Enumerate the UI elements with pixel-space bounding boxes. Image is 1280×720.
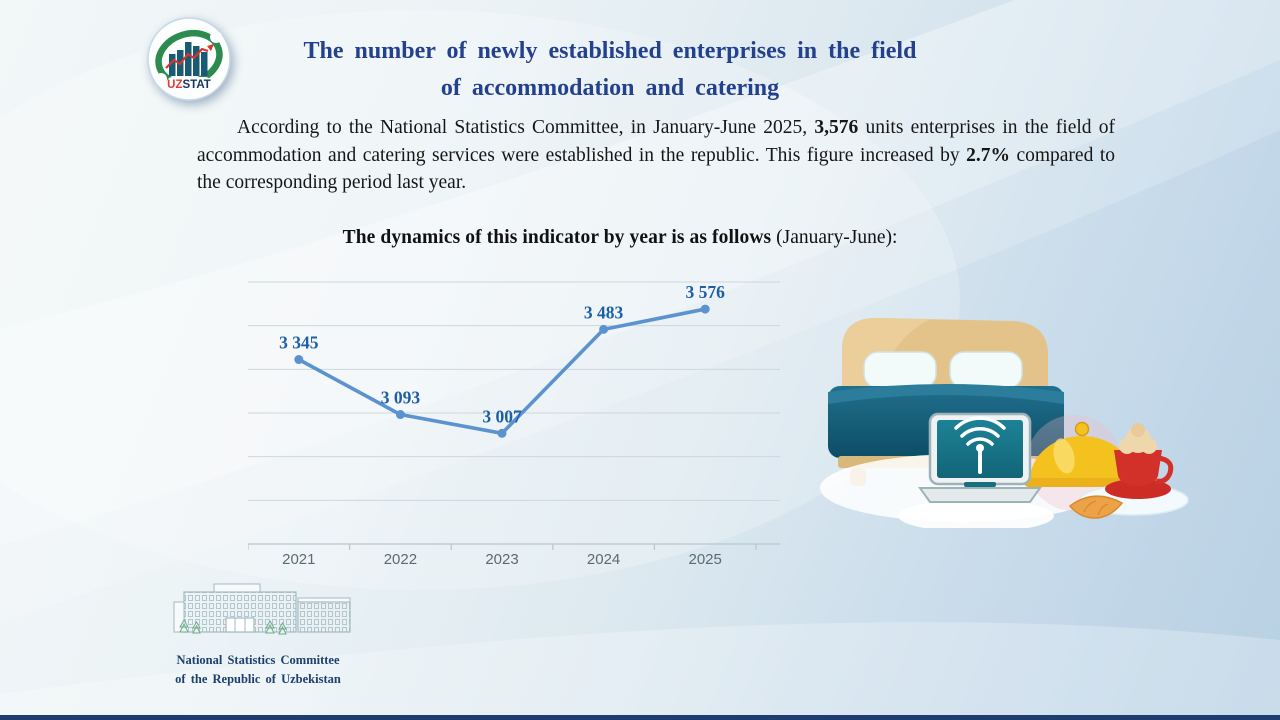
x-axis-label-2024: 2024: [587, 551, 620, 568]
intro-paragraph: According to the National Statistics Com…: [197, 114, 1115, 197]
x-axis-label-2022: 2022: [384, 551, 417, 568]
trees: [179, 618, 287, 635]
pillow: [949, 351, 1023, 389]
dynamics-line-chart: 3 345 2021 3 093 2022 3 007 2023 3 483 2024 3 57…: [248, 281, 780, 568]
growth-percent-value: 2.7%: [966, 144, 1010, 166]
x-axis-label-2025: 2025: [689, 551, 722, 568]
committee-name: National Statistics Committee of the Rep…: [150, 651, 366, 689]
data-point-2022: [395, 410, 405, 420]
swoosh-gap: [155, 73, 167, 85]
coffee-and-croissant-illustration: [1068, 423, 1189, 519]
uzstat-logo: UZSTAT: [147, 17, 231, 101]
statistics-committee-building-illustration: [173, 583, 351, 635]
bottom-navy-bar: [0, 715, 1280, 720]
page-title-line2: of accommodation and catering: [440, 75, 780, 101]
accommodation-catering-illustration: [820, 318, 1189, 528]
whipped-cream: [1119, 423, 1157, 454]
data-point-2025: [700, 304, 710, 314]
data-point-2021: [294, 355, 304, 365]
intro-text: units enterprises in the field of accomm…: [197, 117, 1115, 166]
wifi-icon: [954, 416, 1006, 474]
logo-trend-line-icon: [165, 47, 209, 69]
laptop-illustration: [898, 412, 1054, 528]
data-point-2024: [599, 324, 609, 334]
data-label-2023: 3 007: [482, 406, 522, 426]
intro-text: According to the National Statistics Com…: [237, 117, 815, 138]
committee-name-line2: of the Republic of Uzbekistan: [175, 671, 341, 686]
pillow: [863, 351, 937, 389]
data-label-2022: 3 093: [381, 388, 421, 408]
data-label-2024: 3 483: [584, 302, 624, 322]
saucer: [1105, 479, 1171, 499]
logo-trend-arrow-icon: [207, 44, 214, 51]
logo-wordmark: UZSTAT: [167, 79, 211, 91]
data-point-2023: [497, 428, 507, 438]
x-axis-label-2023: 2023: [485, 551, 518, 568]
chart-heading-tail: (January-June):: [771, 227, 898, 248]
swoosh-gap: [210, 31, 222, 43]
chart-heading-bold: The dynamics of this indicator by year i…: [342, 227, 772, 248]
cup-handle: [1155, 455, 1174, 484]
committee-name-line1: National Statistics Committee: [176, 653, 340, 667]
page-title-line1: The number of newly established enterpri…: [303, 38, 917, 64]
croissant: [1068, 495, 1124, 519]
cup: [1114, 450, 1162, 486]
laptop-base: [918, 487, 1042, 503]
chart-heading: The dynamics of this indicator by year i…: [200, 227, 1040, 249]
data-label-2021: 3 345: [279, 333, 319, 353]
x-axis-label-2021: 2021: [282, 551, 315, 568]
data-label-2025: 3 576: [686, 282, 726, 302]
logo-text-plate: [166, 77, 212, 91]
intro-text: compared to the corresponding period las…: [197, 144, 1115, 194]
page-title: The number of newly established enterpri…: [180, 33, 1040, 107]
enterprises-count-value: 3,576: [814, 117, 859, 138]
